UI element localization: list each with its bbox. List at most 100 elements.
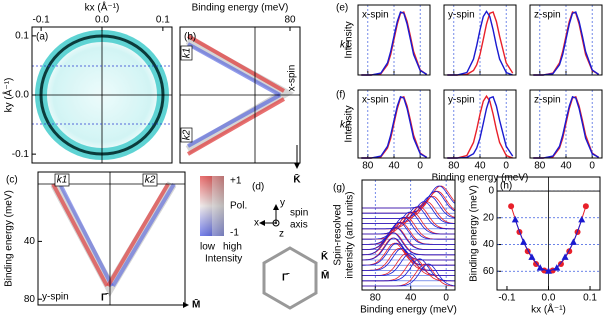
x-tick-label: 80 <box>284 15 296 26</box>
colorbar-label: Pol. <box>230 201 247 212</box>
spectrum-line <box>533 11 600 76</box>
point <box>508 203 515 210</box>
x-axis-label: kx (Å⁻¹) <box>85 1 120 14</box>
panel-label: (f) <box>336 90 345 101</box>
trace <box>362 211 455 235</box>
point <box>528 253 536 260</box>
frame <box>443 89 517 159</box>
y-axis-label: intensity (arb. units) <box>345 191 356 278</box>
y-tick-label: 60 <box>483 266 495 277</box>
x-tick-label: 0 <box>443 293 449 304</box>
annotation: k2 <box>182 129 193 140</box>
y-tick-label: 0.0 <box>15 90 29 101</box>
y-tick-label: 20 <box>483 212 495 223</box>
panel-title: z-spin <box>534 10 561 21</box>
spectrum-line <box>533 95 600 159</box>
axis-name: z <box>279 229 284 240</box>
trace <box>362 263 455 287</box>
frame <box>529 4 603 76</box>
colorbar-label: +1 <box>230 176 242 187</box>
y-axis-label: Binding energy (meV) <box>4 190 15 287</box>
x-tick-label: 0.0 <box>542 293 556 304</box>
point <box>578 215 586 223</box>
annotation: Γ̄ <box>101 293 109 304</box>
colorbar-label: Intensity <box>205 254 242 265</box>
panel-label: (g) <box>333 183 345 194</box>
trace <box>362 263 456 287</box>
frame <box>357 89 431 159</box>
x-tick-label: -0.1 <box>33 15 51 26</box>
x-axis-label: kx (Å⁻¹) <box>531 303 566 316</box>
panel-label: (c) <box>6 175 18 186</box>
y-tick-label: 80 <box>24 294 36 305</box>
frame <box>443 4 517 76</box>
trace <box>362 221 455 245</box>
spectrum-line <box>361 95 428 159</box>
annotation: k1 <box>57 175 68 186</box>
x-axis-label: Binding energy (meV) <box>432 173 529 184</box>
bz-point: K̄ <box>321 250 329 262</box>
panel-title: x-spin <box>362 10 389 21</box>
panel-label: (e) <box>336 3 348 14</box>
point <box>561 253 569 260</box>
panel-title: y-spin <box>448 10 475 21</box>
map-a <box>32 27 172 163</box>
y-tick-label: -0.1 <box>12 149 30 160</box>
colorbar: +1 Pol. -1 low high Intensity <box>200 176 247 265</box>
trace <box>362 227 455 250</box>
axis-name: y <box>280 198 285 209</box>
panel-title: y-spin <box>448 95 475 106</box>
brillouin-zone: (d) y x z spin axis K̄ M̄ Γ̄ <box>252 182 329 310</box>
y-axis-label: Spin-resolved <box>333 204 344 265</box>
panel-label: (d) <box>252 182 264 193</box>
annotation: x-spin <box>287 65 298 92</box>
x-tick-label: 0.1 <box>583 293 597 304</box>
y-tick-label: 0 <box>488 186 494 197</box>
axis-name: x <box>254 218 259 229</box>
trace <box>362 195 456 219</box>
x-tick-label: 40 <box>388 161 400 172</box>
x-tick-label: 80 <box>370 293 382 304</box>
point <box>520 238 528 245</box>
panel-label: (b) <box>184 32 196 43</box>
frame <box>529 89 603 159</box>
point <box>569 238 577 245</box>
trace <box>362 258 455 282</box>
row-label: k2 <box>340 120 351 131</box>
panel-label: (h) <box>500 181 512 192</box>
trace <box>362 242 455 266</box>
x-tick-label: 0 <box>503 161 509 172</box>
frame <box>31 26 173 164</box>
x-tick-label: 80 <box>362 161 374 172</box>
point <box>533 261 540 268</box>
map-c: k1 k2 y-spin Γ̄ M̄ <box>38 172 200 311</box>
panel-title: z-spin <box>534 95 561 106</box>
x-tick-label: 0 <box>417 161 423 172</box>
bz-point: Γ̄ <box>282 273 290 284</box>
annotation: k2 <box>145 175 156 186</box>
spectrum-line <box>447 94 513 159</box>
x-tick-label: 80 <box>448 161 460 172</box>
spin-axis-label: axis <box>290 220 308 231</box>
y-tick-label: 0.1 <box>15 31 29 42</box>
panel-label: (a) <box>36 32 48 43</box>
y-tick-label: 40 <box>483 239 495 250</box>
y-axis-label: Binding energy (meV) <box>469 185 480 282</box>
x-tick-label: 80 <box>534 161 546 172</box>
x-axis-label: Binding energy (meV) <box>192 3 289 14</box>
trace <box>362 216 455 240</box>
spectrum-line <box>447 95 514 159</box>
x-tick-label: 40 <box>560 161 572 172</box>
colorbar-label: high <box>223 242 242 253</box>
frame <box>496 176 601 291</box>
frame <box>179 26 301 164</box>
point <box>582 203 589 210</box>
x-tick-label: 40 <box>405 293 417 304</box>
y-axis-label: ky (Å⁻¹) <box>2 78 15 113</box>
point <box>557 261 564 268</box>
spectrum-line <box>361 11 428 76</box>
map-b: x-spin k1 k2 K̄ <box>180 27 301 186</box>
spectrum-line <box>447 11 514 76</box>
spectrum-line <box>447 10 513 76</box>
